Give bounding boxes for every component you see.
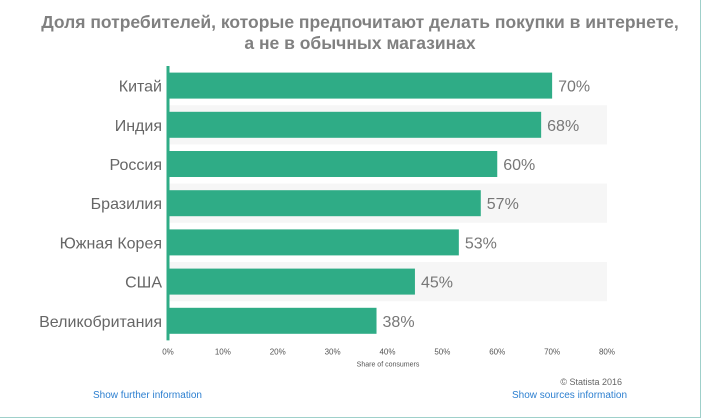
bar (168, 229, 459, 256)
category-label: Индия (115, 118, 162, 135)
show-further-information-link[interactable]: Show further information (93, 390, 202, 401)
category-label: Китай (119, 79, 162, 96)
bar (168, 268, 415, 295)
bar (168, 151, 498, 177)
category-label: Бразилия (91, 196, 162, 213)
value-label: 45% (421, 275, 453, 292)
value-label: 53% (465, 235, 497, 252)
value-label: 60% (503, 157, 535, 174)
x-tick-label: 10% (215, 347, 231, 356)
x-axis-label: Share of consumers (357, 361, 420, 368)
x-tick-label: 50% (434, 347, 450, 356)
x-tick-label: 0% (162, 347, 174, 356)
bar (168, 72, 553, 99)
category-label: Россия (110, 157, 162, 174)
x-tick-label: 60% (489, 347, 505, 356)
category-label: США (125, 275, 162, 292)
chart-title: Доля потребителей, которые предпочитают … (41, 12, 679, 53)
category-label: Великобритания (39, 314, 162, 331)
x-tick-label: 40% (379, 347, 395, 356)
bar (168, 307, 377, 334)
show-sources-information-link[interactable]: Show sources information (512, 390, 628, 401)
value-label: 68% (547, 118, 579, 135)
x-tick-label: 20% (270, 347, 286, 356)
x-tick-label: 30% (325, 347, 341, 356)
x-tick-label: 80% (599, 347, 615, 356)
x-tick-label: 70% (544, 347, 560, 356)
category-label: Южная Корея (60, 235, 162, 252)
value-label: 70% (558, 79, 590, 96)
value-label: 38% (383, 314, 415, 331)
copyright-text: © Statista 2016 (560, 377, 622, 387)
bar (168, 190, 481, 217)
value-label: 57% (487, 196, 519, 213)
bar (168, 111, 542, 138)
